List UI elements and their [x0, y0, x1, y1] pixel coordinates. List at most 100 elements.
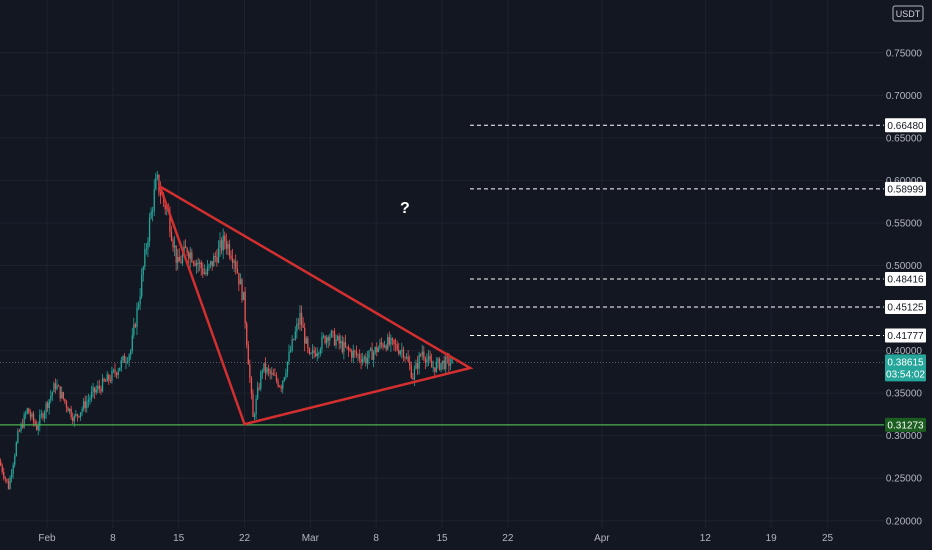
- candle-body: [189, 252, 191, 259]
- candle-body: [89, 398, 91, 400]
- candle-body: [241, 279, 243, 301]
- time-tick-label: 12: [700, 533, 712, 544]
- candle-body: [134, 324, 137, 327]
- candle-body: [280, 386, 282, 389]
- candle-body: [432, 367, 434, 369]
- candle-body: [423, 351, 425, 359]
- time-tick-label: Mar: [302, 533, 320, 544]
- candle-body: [424, 358, 427, 363]
- candle-body: [78, 415, 80, 417]
- candle-body: [65, 401, 68, 408]
- candle-body: [388, 337, 391, 345]
- price-tick-label: 0.35000: [886, 389, 923, 400]
- candle-body: [47, 403, 49, 409]
- candle-body: [238, 272, 240, 285]
- candle-body: [1, 465, 3, 472]
- candle-body: [341, 341, 343, 352]
- candle-body: [250, 378, 253, 394]
- candle-body: [242, 291, 245, 301]
- candle-body: [217, 247, 220, 263]
- candle-body: [255, 398, 257, 415]
- candle-body: [387, 337, 389, 350]
- candle-body: [139, 296, 141, 305]
- candle-body: [86, 401, 88, 409]
- candle-body: [178, 257, 180, 262]
- candle-body: [155, 177, 157, 190]
- candle-body: [141, 274, 143, 297]
- candle-body: [32, 413, 35, 422]
- candle-body: [76, 414, 79, 416]
- candle-body: [177, 257, 179, 263]
- candle-body: [311, 350, 314, 353]
- candle-body: [94, 387, 96, 393]
- candle-body: [299, 312, 301, 325]
- question-mark-annotation: ?: [400, 200, 410, 217]
- candle-body: [391, 338, 394, 340]
- target-price-label: 0.58999: [887, 184, 924, 195]
- currency-badge[interactable]: USDT: [892, 5, 924, 22]
- candle-body: [368, 350, 370, 359]
- candle-body: [137, 304, 140, 308]
- candle-body: [186, 248, 188, 253]
- candle-body: [172, 240, 174, 248]
- candle-body: [258, 387, 260, 389]
- candle-body: [126, 361, 129, 362]
- candle-body: [122, 355, 124, 361]
- candle-body: [152, 211, 154, 212]
- candle-body: [308, 348, 311, 354]
- candle-body: [420, 354, 422, 356]
- candle-body: [402, 349, 405, 358]
- candle-body: [434, 367, 436, 372]
- candle-body: [263, 363, 265, 371]
- candle-body: [401, 349, 403, 352]
- candle-body: [105, 381, 107, 382]
- price-tick-label: 0.55000: [886, 218, 923, 229]
- candle-body: [369, 348, 372, 351]
- candle-body: [194, 263, 196, 266]
- candle-body: [371, 348, 373, 360]
- candle-body: [68, 408, 71, 412]
- candle-body: [338, 336, 340, 344]
- candle-body: [286, 361, 289, 373]
- candle-body: [385, 345, 387, 350]
- candle-body: [34, 421, 36, 425]
- candle-body: [0, 461, 2, 466]
- candle-body: [9, 477, 11, 489]
- candle-body: [219, 240, 221, 248]
- candle-body: [225, 241, 228, 249]
- candle-body: [153, 189, 155, 212]
- candle-body: [72, 417, 74, 422]
- candle-body: [426, 359, 428, 363]
- candle-body: [277, 380, 279, 387]
- candle-body: [360, 359, 362, 363]
- horizontal-levels: [0, 124, 884, 426]
- candle-body: [340, 341, 342, 344]
- candle-body: [362, 358, 364, 363]
- candle-body: [197, 262, 199, 265]
- candle-body: [106, 374, 108, 382]
- candle-body: [449, 363, 452, 366]
- candle-body: [203, 272, 206, 274]
- price-tick-label: 0.25000: [886, 474, 923, 485]
- candle-body: [233, 261, 235, 263]
- candle-body: [199, 262, 201, 265]
- candle-body: [202, 268, 204, 274]
- candle-body: [148, 218, 151, 242]
- candle-body: [214, 255, 217, 258]
- candle-body: [114, 369, 116, 373]
- candle-body: [145, 248, 148, 250]
- candle-body: [83, 401, 85, 409]
- candle-body: [374, 347, 376, 353]
- candle-body: [228, 244, 231, 256]
- candle-body: [382, 344, 384, 348]
- candle-body: [109, 380, 112, 382]
- candle-body: [45, 403, 47, 413]
- symmetrical-triangle: [157, 183, 474, 426]
- candle-body: [421, 351, 423, 356]
- candle-body: [84, 401, 86, 409]
- candle-body: [29, 413, 32, 417]
- candle-body: [6, 478, 8, 482]
- candle-body: [53, 383, 55, 393]
- time-axis[interactable]: Feb 8 15 22 Mar 8 15 22 Apr 12 19 25: [38, 533, 833, 544]
